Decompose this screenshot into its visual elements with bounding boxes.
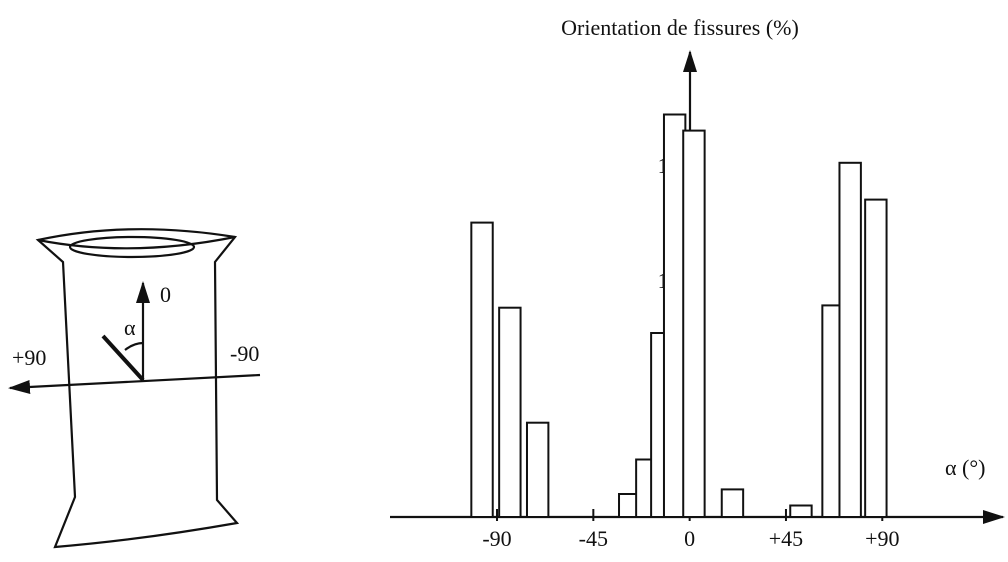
diagram-label: +90 <box>12 345 46 370</box>
diagram-label: 0 <box>160 282 171 307</box>
bar <box>789 504 813 518</box>
bar <box>864 198 888 518</box>
x-tick-label: -90 <box>482 526 511 551</box>
bar <box>720 488 745 518</box>
diagram-label: α <box>124 315 136 340</box>
diagram-label: -90 <box>230 341 259 366</box>
x-tick-label: +90 <box>865 526 899 551</box>
bar <box>662 113 687 518</box>
bar <box>682 129 706 518</box>
bar <box>470 221 494 518</box>
x-tick-label: +45 <box>769 526 803 551</box>
x-tick-label: 0 <box>684 526 695 551</box>
x-axis-label: α (°) <box>945 455 985 480</box>
bar <box>838 161 862 519</box>
specimen-diagram <box>8 228 261 549</box>
chart-title: Orientation de fissures (%) <box>561 15 799 40</box>
bar <box>498 306 522 519</box>
bar <box>525 421 550 519</box>
x-tick-label: -45 <box>579 526 608 551</box>
